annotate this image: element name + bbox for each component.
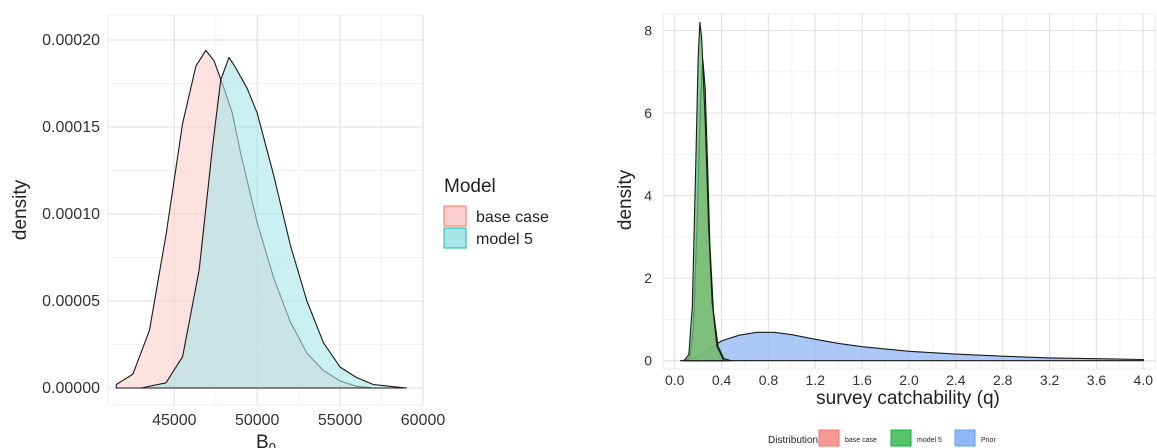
right-y-axis-title: density <box>615 169 636 230</box>
right-legend: Distribution base case model 5 Prior <box>768 429 996 447</box>
legend-label-prior: Prior <box>981 437 996 444</box>
left-legend: Model base case model 5 <box>443 176 549 249</box>
x-tick-label: 0.8 <box>759 372 779 388</box>
legend-swatch-prior <box>954 429 976 447</box>
x-tick-label: 3.2 <box>1040 372 1060 388</box>
left-legend-title: Model <box>444 176 496 197</box>
x-tick-label: 55000 <box>318 412 363 429</box>
left-x-tick-labels: 45000 50000 55000 60000 <box>152 412 445 429</box>
right-x-tick-labels: 0.0 0.4 0.8 1.2 1.6 2.0 2.4 2.8 3.2 3.6 4.0 <box>665 372 1153 388</box>
x-tick-label: 2.0 <box>899 372 919 388</box>
y-tick-label: 4 <box>644 188 652 204</box>
x-tick-label: 45000 <box>152 412 197 429</box>
x-tick-label: 4.0 <box>1134 372 1154 388</box>
legend-label-base-case: base case <box>476 209 549 226</box>
y-tick-label: 2 <box>644 270 652 286</box>
y-tick-label: 8 <box>644 23 652 39</box>
left-x-axis-title: B0 <box>256 432 276 448</box>
left-x-axis-title-subscript: 0 <box>269 440 276 448</box>
legend-label-model-5-right: model 5 <box>917 437 942 444</box>
y-tick-label: 6 <box>644 105 652 121</box>
right-legend-title: Distribution <box>768 435 818 446</box>
x-tick-label: 1.6 <box>852 372 872 388</box>
left-density-series <box>115 49 407 389</box>
x-tick-label: 1.2 <box>806 372 826 388</box>
x-tick-label: 2.4 <box>946 372 966 388</box>
x-tick-label: 0.4 <box>712 372 732 388</box>
legend-label-base-case-right: base case <box>845 437 877 444</box>
density-area-model-5 <box>683 21 725 362</box>
y-tick-label: 0.00005 <box>42 293 100 310</box>
right-y-tick-labels: 0 2 4 6 8 <box>644 23 652 369</box>
x-tick-label: 0.0 <box>665 372 685 388</box>
legend-swatch-model-5 <box>443 227 467 249</box>
y-tick-label: 0.00000 <box>42 380 100 397</box>
x-tick-label: 60000 <box>401 412 446 429</box>
y-tick-label: 0.00015 <box>42 119 100 136</box>
x-tick-label: 50000 <box>235 412 280 429</box>
y-tick-label: 0 <box>644 353 652 369</box>
y-tick-label: 0.00020 <box>42 32 100 49</box>
left-y-axis-title: density <box>10 179 31 240</box>
right-density-series <box>680 21 1144 362</box>
legend-swatch-model-5-right <box>890 429 912 447</box>
left-y-tick-labels: 0.00000 0.00005 0.00010 0.00015 0.00020 <box>42 32 100 397</box>
legend-swatch-base-case-right <box>818 429 840 447</box>
x-tick-label: 2.8 <box>993 372 1013 388</box>
chart-left: 0.00000 0.00005 0.00010 0.00015 0.00020 4500… <box>10 14 549 448</box>
legend-swatch-base-case <box>443 205 467 227</box>
x-tick-label: 3.6 <box>1087 372 1107 388</box>
y-tick-label: 0.00010 <box>42 206 100 223</box>
legend-label-model-5: model 5 <box>476 231 533 248</box>
density-area-model-5 <box>140 56 407 389</box>
left-x-axis-title-main: B <box>256 432 269 448</box>
right-x-axis-title: survey catchability (q) <box>816 388 1000 409</box>
